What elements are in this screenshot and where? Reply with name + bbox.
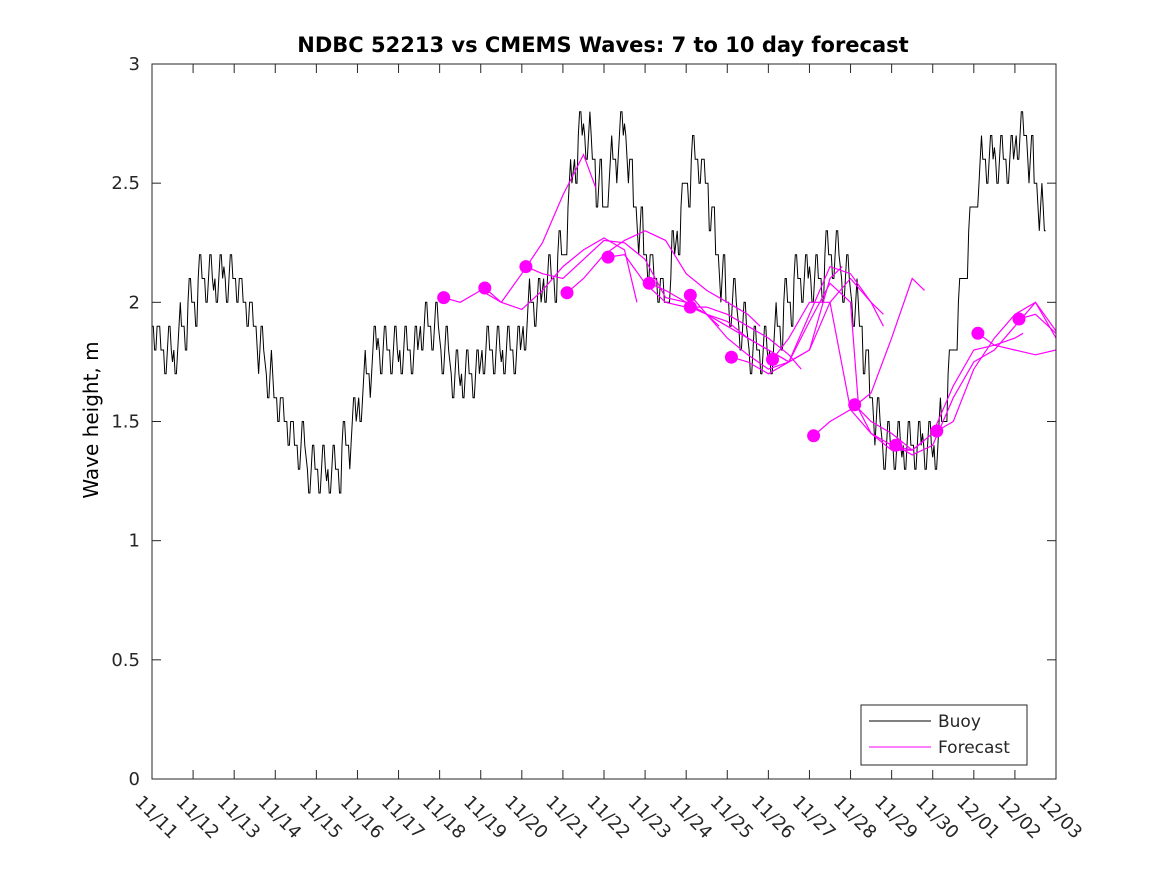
forecast-marker bbox=[848, 398, 862, 412]
x-tick-label: 11/11 bbox=[130, 792, 182, 844]
x-tick-label: 11/19 bbox=[459, 792, 511, 844]
forecast-line-13 bbox=[895, 301, 1056, 456]
x-tick-label: 11/23 bbox=[624, 792, 676, 844]
x-tick-label: 11/16 bbox=[336, 792, 388, 844]
x-tick-label: 11/21 bbox=[541, 792, 593, 844]
legend-buoy-label: Buoy bbox=[938, 712, 981, 732]
x-tick-label: 11/26 bbox=[747, 792, 799, 844]
chart-title: NDBC 52213 vs CMEMS Waves: 7 to 10 day f… bbox=[297, 33, 908, 57]
forecast-line-14 bbox=[936, 301, 1056, 432]
y-tick-label: 3 bbox=[129, 54, 140, 75]
forecast-line-5 bbox=[608, 254, 802, 370]
forecast-marker bbox=[930, 424, 944, 438]
x-tick-label: 11/12 bbox=[172, 792, 224, 844]
legend-forecast-label: Forecast bbox=[938, 738, 1010, 758]
forecast-marker bbox=[560, 286, 574, 300]
forecast-marker bbox=[724, 350, 738, 364]
y-tick-label: 1 bbox=[129, 531, 140, 552]
forecast-marker bbox=[478, 281, 492, 295]
x-tick-label: 11/28 bbox=[829, 792, 881, 844]
x-tick-label: 11/15 bbox=[295, 792, 347, 844]
x-tick-label: 11/17 bbox=[377, 792, 429, 844]
forecast-line-12 bbox=[854, 344, 1056, 451]
legend: Buoy Forecast bbox=[860, 704, 1028, 766]
forecast-marker bbox=[1012, 312, 1026, 326]
forecast-line-4 bbox=[566, 230, 761, 327]
forecast-line-1 bbox=[443, 153, 597, 304]
forecast-line-10 bbox=[772, 301, 925, 451]
y-tick-label: 0 bbox=[129, 769, 140, 790]
x-tick-label: 12/03 bbox=[1034, 792, 1086, 844]
y-axis-label: Wave height, m bbox=[79, 341, 103, 498]
y-tick-label: 2 bbox=[129, 292, 140, 313]
x-tick-label: 11/29 bbox=[870, 792, 922, 844]
forecast-marker bbox=[766, 353, 779, 366]
x-tick-label: 11/20 bbox=[500, 792, 552, 844]
forecast-marker bbox=[642, 276, 656, 290]
x-tick-label: 11/24 bbox=[665, 792, 717, 844]
forecast-line-15 bbox=[977, 332, 1024, 346]
x-tick-label: 11/27 bbox=[788, 792, 840, 844]
forecast-marker bbox=[519, 260, 533, 274]
forecast-marker bbox=[971, 326, 985, 340]
x-tick-label: 12/02 bbox=[993, 792, 1045, 844]
y-tick-label: 2.5 bbox=[111, 173, 140, 194]
forecast-line-9 bbox=[731, 282, 913, 451]
series-layer bbox=[152, 111, 1056, 494]
y-tick-label: 0.5 bbox=[111, 650, 140, 671]
x-tick-label: 12/01 bbox=[952, 792, 1004, 844]
forecast-marker bbox=[437, 291, 451, 305]
forecast-marker bbox=[601, 250, 615, 264]
legend-box bbox=[860, 704, 1028, 766]
buoy-line bbox=[152, 111, 1046, 494]
forecast-line-2 bbox=[484, 237, 638, 311]
forecast-marker bbox=[807, 429, 821, 443]
forecast-marker bbox=[889, 438, 903, 452]
forecast-marker bbox=[683, 300, 697, 314]
x-tick-label: 11/13 bbox=[213, 792, 265, 844]
x-tick-label: 11/25 bbox=[706, 792, 758, 844]
y-tick-label: 1.5 bbox=[111, 412, 140, 433]
x-tick-label: 11/14 bbox=[254, 792, 306, 844]
forecast-line-11 bbox=[813, 277, 925, 437]
x-tick-label: 11/18 bbox=[418, 792, 470, 844]
x-tick-label: 11/30 bbox=[911, 792, 963, 844]
x-tick-label: 11/22 bbox=[582, 792, 634, 844]
forecast-marker bbox=[683, 288, 697, 302]
